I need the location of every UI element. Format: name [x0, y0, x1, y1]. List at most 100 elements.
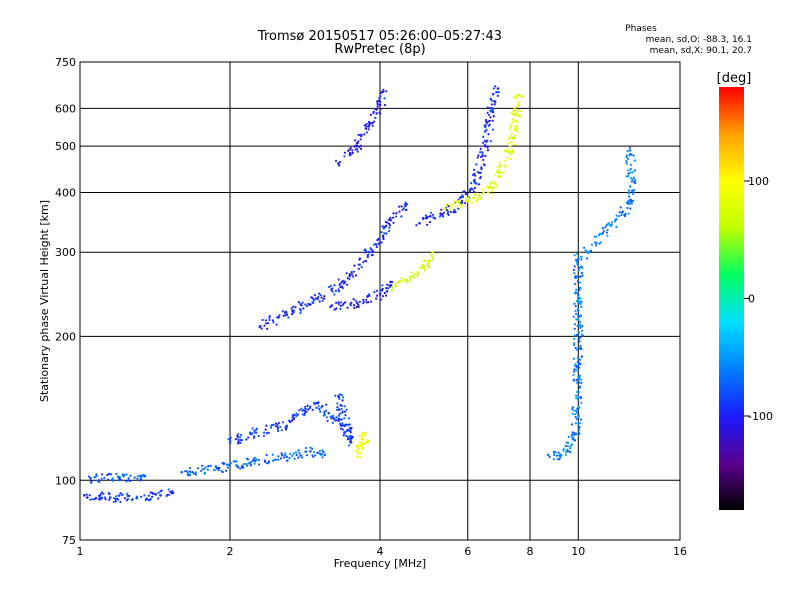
trace-dot — [281, 454, 284, 457]
trace-dot — [88, 494, 91, 497]
trace-dot — [325, 403, 328, 406]
trace — [546, 146, 637, 461]
trace-dot — [630, 180, 634, 183]
trace-dot — [345, 272, 348, 275]
trace-dot — [353, 306, 356, 309]
trace-dot — [278, 314, 281, 317]
trace-dot — [631, 178, 634, 181]
trace-dot — [580, 401, 583, 404]
trace-dot — [207, 465, 210, 468]
trace-dot — [452, 211, 455, 214]
trace-dot — [317, 405, 320, 408]
trace-dot — [491, 108, 494, 111]
trace-dot — [263, 431, 266, 434]
trace-dot — [472, 179, 475, 182]
trace-dot — [99, 492, 103, 495]
trace-dot — [521, 95, 524, 98]
trace-dot — [295, 412, 298, 415]
trace-dot — [496, 94, 499, 97]
trace-dot — [125, 480, 128, 483]
trace-dot — [127, 479, 130, 482]
trace-dot — [367, 301, 370, 304]
colorbar — [719, 87, 744, 510]
trace-dot — [355, 141, 358, 145]
trace-dot — [385, 290, 388, 293]
trace-dot — [375, 108, 378, 111]
trace-dot — [554, 451, 557, 454]
trace-dot — [155, 493, 158, 496]
trace-dot — [626, 200, 630, 203]
trace-dot — [383, 291, 386, 295]
trace-dot — [321, 456, 324, 459]
trace-dot — [573, 283, 577, 286]
trace-dot — [380, 289, 383, 292]
trace-dot — [558, 458, 561, 461]
trace-dot — [329, 306, 332, 309]
trace-dot — [574, 305, 577, 308]
trace-dot — [348, 153, 351, 156]
trace-dot — [493, 103, 496, 106]
trace-dot — [317, 401, 320, 404]
trace-dot — [493, 182, 496, 185]
trace-point — [576, 356, 580, 360]
trace-dot — [188, 470, 191, 473]
trace-dot — [490, 98, 493, 101]
trace-dot — [473, 168, 476, 171]
trace-dot — [430, 255, 434, 258]
trace-point — [508, 144, 512, 148]
trace-dot — [362, 302, 365, 305]
trace-dot — [506, 157, 509, 160]
trace-dot — [351, 149, 354, 152]
trace-dot — [292, 309, 296, 312]
trace-dot — [513, 119, 516, 122]
trace-dot — [346, 283, 349, 286]
trace-dot — [266, 322, 270, 325]
trace-dot — [363, 133, 366, 136]
trace-dot — [258, 463, 261, 466]
trace-dot — [352, 270, 355, 273]
trace-dot — [340, 280, 344, 283]
trace-dot — [578, 386, 582, 389]
trace-dot — [583, 246, 586, 249]
trace-dot — [357, 133, 360, 136]
trace-dot — [364, 434, 367, 437]
trace-dot — [566, 450, 569, 453]
trace-dot — [580, 378, 583, 381]
trace-dot — [594, 244, 598, 247]
trace-dot — [290, 307, 293, 310]
data-traces — [82, 85, 637, 504]
x-tick-label: 8 — [527, 545, 534, 558]
trace-dot — [212, 468, 216, 471]
trace-dot — [360, 135, 363, 138]
trace-dot — [577, 390, 580, 394]
trace-dot — [629, 198, 633, 201]
trace-dot — [387, 229, 391, 233]
trace-dot — [512, 118, 515, 121]
trace-dot — [498, 168, 501, 171]
trace-dot — [140, 495, 143, 498]
trace-dot — [300, 407, 303, 410]
trace-dot — [295, 414, 298, 418]
trace-dot — [326, 419, 329, 423]
trace-dot — [229, 436, 232, 439]
grid — [80, 62, 680, 540]
trace-dot — [359, 441, 362, 444]
trace-dot — [400, 205, 403, 208]
trace-dot — [415, 224, 418, 227]
trace-dot — [365, 125, 368, 128]
trace-dot — [575, 258, 578, 262]
trace-dot — [580, 355, 584, 358]
trace-dot — [223, 462, 226, 465]
trace-dot — [575, 378, 578, 381]
trace-dot — [118, 479, 121, 482]
trace-dot — [492, 87, 495, 90]
trace-dot — [604, 226, 607, 229]
trace-dot — [365, 301, 368, 304]
phase-stats-heading: Phases — [625, 24, 657, 34]
trace-dot — [258, 326, 261, 329]
trace-dot — [371, 121, 374, 125]
trace-dot — [338, 408, 341, 411]
trace-dot — [348, 423, 351, 426]
trace-dot — [355, 448, 358, 451]
trace-dot — [375, 243, 378, 246]
